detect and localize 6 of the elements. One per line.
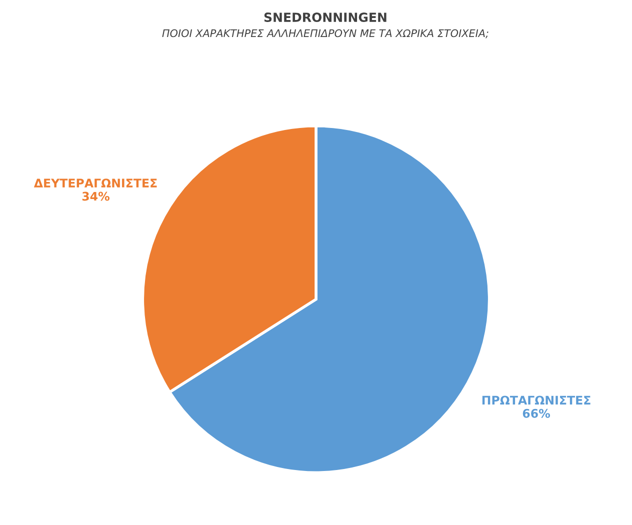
chart-title: SNEDRONNINGEN xyxy=(264,12,386,22)
data-label: 66% xyxy=(522,408,550,418)
slice-label: ΔΕΥΤΕΡΑΓΩΝΙΣΤΕΣ xyxy=(34,178,157,188)
slice-label: ΠΡΩΤΑΓΩΝΙΣΤΕΣ xyxy=(482,396,590,404)
data-label: 34% xyxy=(82,192,110,201)
chart-subtitle: ΠΟΙΟΙ ΧΑΡΑΚΤΗΡΕΣ ΑΛΛΗΛΕΠΙΔΡΟΥΝ ΜΕ ΤΑ ΧΩΡΙΚΑ ΣΤΟΙΧΕΙΑ; xyxy=(162,29,488,38)
